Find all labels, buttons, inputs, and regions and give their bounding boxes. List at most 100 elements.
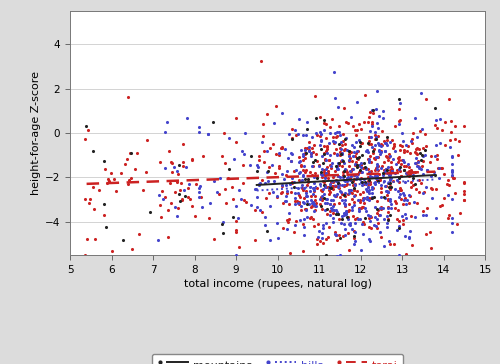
Point bbox=[366, 213, 374, 219]
Point bbox=[102, 225, 110, 230]
Point bbox=[418, 152, 426, 158]
Point bbox=[345, 158, 353, 163]
Point bbox=[360, 160, 368, 166]
Point bbox=[335, 182, 343, 188]
Point bbox=[324, 175, 332, 181]
Point bbox=[423, 205, 431, 211]
Point bbox=[372, 258, 380, 264]
Point bbox=[316, 228, 324, 234]
Point bbox=[415, 189, 423, 195]
Point bbox=[339, 138, 347, 143]
Point bbox=[123, 156, 131, 162]
Point bbox=[326, 165, 334, 171]
Point bbox=[340, 147, 348, 153]
Point bbox=[448, 229, 456, 235]
Point bbox=[172, 204, 179, 210]
Point bbox=[278, 183, 286, 189]
Point bbox=[354, 148, 362, 154]
Point bbox=[340, 105, 348, 111]
Point bbox=[291, 198, 299, 204]
Point bbox=[204, 131, 212, 136]
Point bbox=[384, 154, 392, 160]
Point bbox=[370, 150, 378, 156]
Point bbox=[379, 172, 387, 178]
Point bbox=[365, 134, 373, 140]
Point bbox=[368, 186, 376, 192]
Point bbox=[228, 184, 236, 190]
Point bbox=[338, 174, 346, 180]
Point bbox=[253, 205, 261, 210]
Point bbox=[371, 204, 379, 210]
Point bbox=[322, 122, 330, 127]
Point bbox=[294, 170, 302, 176]
Point bbox=[359, 195, 367, 201]
Point bbox=[130, 166, 138, 172]
Point bbox=[409, 182, 417, 188]
Point bbox=[358, 152, 366, 158]
Point bbox=[133, 150, 141, 156]
Point bbox=[329, 197, 337, 203]
Point bbox=[440, 195, 448, 201]
Point bbox=[238, 180, 246, 186]
Point bbox=[344, 153, 352, 159]
Point bbox=[384, 209, 392, 215]
Point bbox=[298, 177, 306, 183]
Point bbox=[256, 207, 264, 213]
Point bbox=[292, 132, 300, 138]
Point bbox=[427, 173, 435, 179]
Point bbox=[300, 224, 308, 230]
Point bbox=[416, 90, 424, 96]
Point bbox=[214, 189, 222, 195]
Point bbox=[395, 121, 403, 127]
Point bbox=[374, 163, 382, 169]
Point bbox=[264, 168, 272, 174]
Point bbox=[311, 207, 319, 213]
Point bbox=[274, 194, 281, 199]
Point bbox=[296, 116, 304, 122]
Point bbox=[326, 201, 334, 207]
Point bbox=[258, 177, 266, 182]
Point bbox=[219, 219, 227, 225]
Point bbox=[372, 106, 380, 112]
Point bbox=[317, 137, 325, 143]
Point bbox=[356, 126, 364, 132]
Point bbox=[395, 218, 403, 223]
Point bbox=[277, 145, 285, 151]
Point bbox=[375, 113, 383, 119]
Point bbox=[134, 231, 142, 237]
Point bbox=[296, 169, 304, 174]
Point bbox=[303, 183, 311, 189]
Point bbox=[284, 219, 292, 225]
Point bbox=[368, 195, 376, 201]
Point bbox=[372, 165, 380, 170]
Point bbox=[286, 189, 294, 195]
Point bbox=[397, 173, 405, 179]
Point bbox=[366, 195, 374, 201]
Point bbox=[350, 199, 358, 205]
Point bbox=[332, 183, 340, 189]
Point bbox=[359, 197, 367, 203]
Point bbox=[422, 96, 430, 102]
Point bbox=[350, 153, 358, 159]
Point bbox=[456, 210, 464, 216]
Point bbox=[390, 178, 398, 183]
Point bbox=[373, 198, 381, 204]
Point bbox=[352, 188, 360, 194]
Point bbox=[260, 159, 268, 165]
Point bbox=[396, 100, 404, 106]
Point bbox=[357, 162, 365, 168]
Point bbox=[374, 167, 382, 173]
Point bbox=[390, 206, 398, 211]
Point bbox=[336, 160, 344, 166]
Point bbox=[356, 167, 364, 173]
Point bbox=[362, 166, 370, 172]
Point bbox=[453, 221, 461, 226]
Point bbox=[308, 163, 316, 169]
Point bbox=[302, 206, 310, 212]
Point bbox=[398, 143, 406, 149]
Point bbox=[412, 163, 420, 169]
Legend: mountains, hills, terai: mountains, hills, terai bbox=[152, 354, 404, 364]
Point bbox=[322, 184, 330, 190]
Point bbox=[348, 142, 356, 147]
Point bbox=[269, 141, 277, 146]
